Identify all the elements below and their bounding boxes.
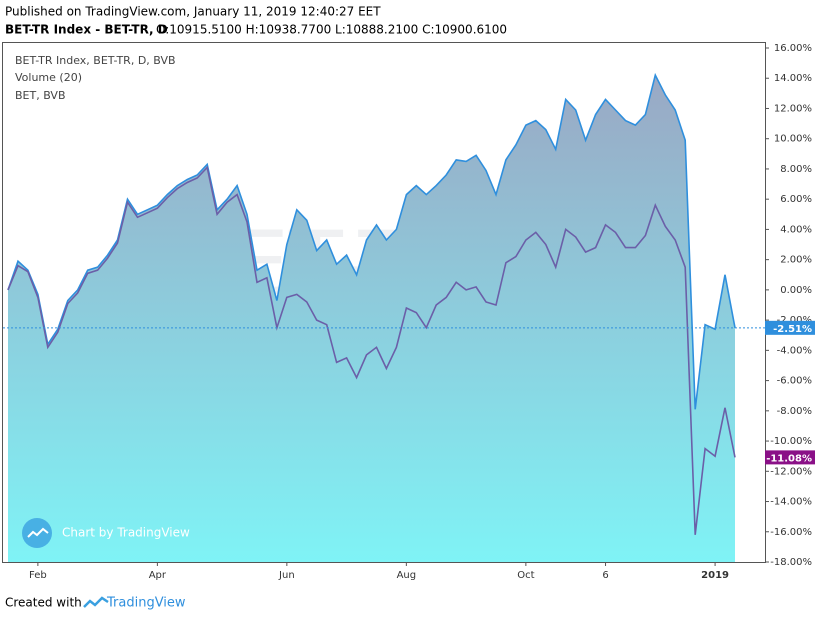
last-value-label: -11.08%: [766, 453, 812, 464]
y-tick-label: -12.00%: [770, 466, 812, 477]
y-tick-label: -16.00%: [770, 527, 812, 538]
y-tick-label: -8.00%: [777, 406, 812, 417]
x-tick-label: Feb: [29, 570, 47, 581]
published: Published on TradingView.com, January 11…: [5, 5, 381, 19]
last-value-label: -2.51%: [773, 324, 812, 335]
line: [7, 72, 736, 410]
badge-glyph: [27, 527, 49, 538]
plot: BET-TR, DBET-TR Index, BET-TR16.00%14.00…: [2, 42, 815, 581]
x-tick-label: Apr: [149, 570, 167, 581]
y-tick-label: -4.00%: [777, 345, 812, 356]
y-tick-label: -14.00%: [770, 497, 812, 508]
legend-entry: BET, BVB: [15, 89, 66, 102]
y-tick-label: -18.00%: [770, 557, 812, 568]
y-tick-label: -10.00%: [770, 436, 812, 447]
x-tick-label: Oct: [517, 570, 534, 581]
legend-entry: Volume (20): [15, 71, 82, 84]
y-tick-label: -6.00%: [777, 376, 812, 387]
logo: [83, 596, 109, 608]
x-tick-label: Aug: [397, 570, 417, 581]
symbol-title: BET-TR Index - BET-TR, D: [5, 23, 168, 37]
y-tick-label: 2.00%: [780, 255, 812, 266]
y-tick-label: -2.00%: [777, 315, 812, 326]
x-tick-label: 2019: [701, 570, 729, 581]
y-tick-label: 8.00%: [780, 164, 812, 175]
badge-text: Chart by TradingView: [62, 526, 190, 540]
y-tick-label: 16.00%: [774, 43, 812, 54]
x-tick-label: 6: [602, 570, 608, 581]
last-value-box: [765, 450, 815, 465]
brand: TradingView: [106, 596, 186, 611]
y-tick-label: 10.00%: [774, 134, 812, 145]
x-tick-label: Jun: [278, 570, 295, 581]
line: [7, 165, 736, 535]
ohlc: O:10915.5100 H:10938.7700 L:10888.2100 C…: [156, 23, 507, 37]
badge-icon: [22, 518, 52, 548]
area: [8, 75, 735, 562]
y-tick-label: 4.00%: [780, 224, 812, 235]
y-tick-label: 14.00%: [774, 73, 812, 84]
created-with: Created with: [5, 596, 82, 610]
last-value-box: [765, 320, 815, 335]
legend-entry: BET-TR Index, BET-TR, D, BVB: [15, 54, 176, 67]
y-tick-label: 0.00%: [780, 285, 812, 296]
y-tick-label: 6.00%: [780, 194, 812, 205]
y-tick-label: 12.00%: [774, 103, 812, 114]
